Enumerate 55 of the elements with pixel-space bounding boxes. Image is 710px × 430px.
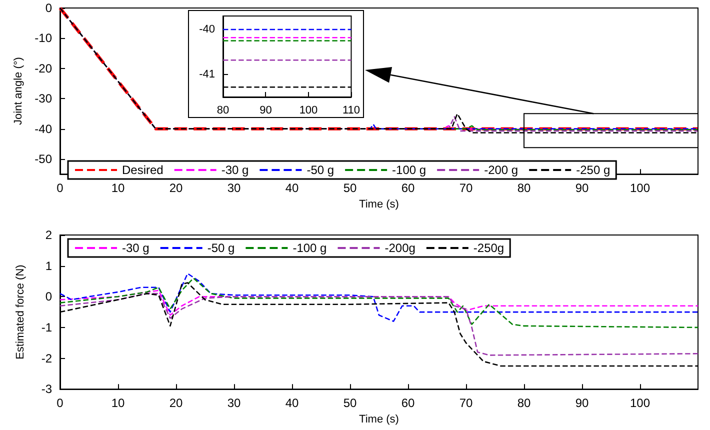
legend-label: -250g <box>473 241 504 255</box>
legend-label: -30 g <box>122 241 150 255</box>
y-tick-label: -40 <box>199 24 215 36</box>
x-tick-label: 30 <box>227 181 241 196</box>
y-tick-label: -50 <box>34 152 52 166</box>
y-axis-title: Joint angle (°) <box>12 57 24 126</box>
y-tick-label: 0 <box>45 1 52 15</box>
x-tick-label: 90 <box>260 104 272 116</box>
x-tick-label: 100 <box>299 104 318 116</box>
x-tick-label: 100 <box>630 396 650 410</box>
x-tick-label: 40 <box>285 181 299 196</box>
x-tick-label: 80 <box>517 181 531 196</box>
y-tick-label: 2 <box>45 228 52 242</box>
x-tick-label: 90 <box>575 181 589 196</box>
x-tick-label: 20 <box>169 396 183 410</box>
x-tick-label: 100 <box>630 181 650 196</box>
legend-label: -100 g <box>392 163 426 177</box>
y-axis-title: Estimated force (N) <box>14 264 26 360</box>
x-axis-title: Time (s) <box>359 414 399 426</box>
x-tick-label: 80 <box>517 396 531 410</box>
legend-label: -100 g <box>292 241 327 255</box>
legend-label: -200g <box>384 241 416 255</box>
legend-label: -250 g <box>576 163 610 177</box>
x-tick-label: 50 <box>343 181 357 196</box>
x-tick-label: 70 <box>459 396 473 410</box>
x-tick-label: 70 <box>459 181 473 196</box>
legend-label: -50 g <box>306 163 334 177</box>
y-tick-label: -20 <box>34 61 52 76</box>
y-tick-label: 0 <box>45 290 52 304</box>
legend-label: -30 g <box>221 163 249 177</box>
y-tick-label: 1 <box>45 258 52 273</box>
legend-label: -200 g <box>484 163 518 177</box>
x-tick-label: 10 <box>111 181 125 196</box>
x-tick-label: 20 <box>169 181 183 196</box>
x-tick-label: 40 <box>285 396 299 410</box>
legend-label: Desired <box>122 163 164 177</box>
x-axis-title: Time (s) <box>359 198 399 210</box>
y-tick-label: -10 <box>34 31 52 46</box>
y-tick-label: -30 <box>34 92 52 106</box>
x-tick-label: 90 <box>575 396 589 410</box>
y-tick-label: -2 <box>41 351 52 366</box>
y-tick-label: -3 <box>41 382 52 396</box>
y-tick-label: -1 <box>41 320 52 334</box>
x-tick-label: 80 <box>216 104 230 116</box>
x-tick-label: 50 <box>343 396 357 410</box>
x-tick-label: 110 <box>342 104 360 116</box>
x-tick-label: 10 <box>111 396 125 410</box>
x-tick-label: 60 <box>401 181 415 196</box>
y-tick-label: -40 <box>34 122 52 136</box>
x-tick-label: 30 <box>227 396 241 410</box>
x-tick-label: 60 <box>401 396 415 410</box>
legend-label: -50 g <box>207 241 235 255</box>
x-tick-label: 0 <box>56 396 64 410</box>
x-tick-label: 0 <box>56 181 64 196</box>
y-tick-label: -41 <box>199 68 215 80</box>
